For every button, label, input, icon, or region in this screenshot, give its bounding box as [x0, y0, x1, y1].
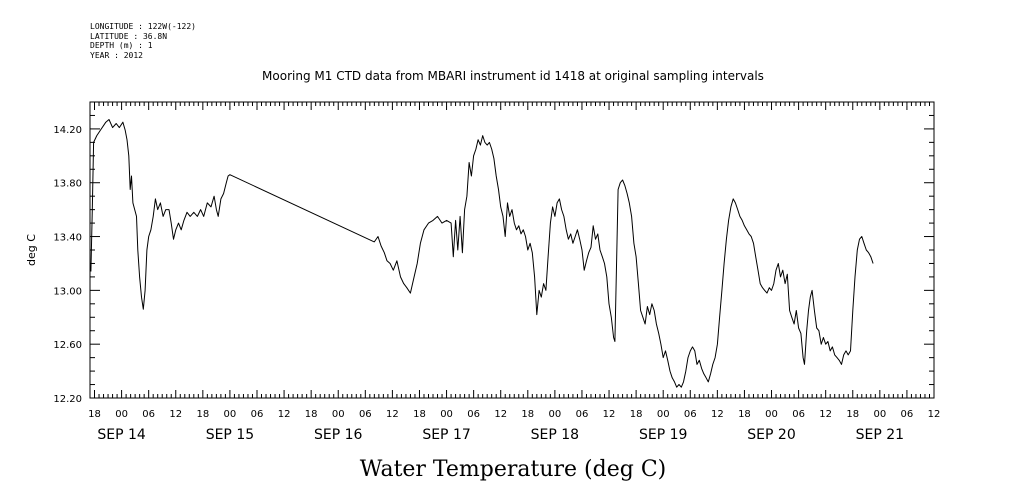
- x-tick-label: 12: [386, 409, 399, 420]
- x-tick-label: 18: [305, 409, 318, 420]
- x-tick-label: 12: [278, 409, 291, 420]
- series-line: [90, 119, 874, 388]
- x-tick-label: 12: [928, 409, 941, 420]
- x-tick-label: 06: [359, 409, 372, 420]
- y-tick-label: 13.80: [53, 179, 82, 190]
- x-tick-label: 18: [521, 409, 534, 420]
- x-tick-label: 00: [873, 409, 886, 420]
- x-tick-label: 12: [819, 409, 832, 420]
- x-date-label: SEP 19: [639, 427, 687, 443]
- chart-title: Mooring M1 CTD data from MBARI instrumen…: [262, 69, 764, 83]
- x-tick-label: 12: [603, 409, 616, 420]
- y-axis-label: deg C: [25, 234, 38, 266]
- year-label: YEAR : 2012: [90, 50, 143, 60]
- x-tick-label: 18: [196, 409, 209, 420]
- x-tick-label: 00: [332, 409, 345, 420]
- x-date-label: SEP 20: [747, 427, 795, 443]
- x-tick-label: 00: [224, 409, 237, 420]
- x-tick-label: 18: [630, 409, 643, 420]
- plot-frame: [89, 101, 935, 399]
- x-date-label: SEP 16: [314, 427, 363, 443]
- x-date-label: SEP 17: [422, 427, 470, 443]
- x-tick-label: 06: [792, 409, 805, 420]
- metadata-block: LONGITUDE : 122W(-122) LATITUDE : 36.8N …: [90, 22, 196, 60]
- y-tick-label: 13.40: [53, 233, 82, 244]
- y-tick-label: 14.20: [53, 125, 82, 136]
- x-axis: 18 00 06 12 18 00 06 12 18 00 06 12 18 00 06 12 18 00 06 12…: [88, 102, 940, 443]
- x-tick-label: 18: [413, 409, 426, 420]
- x-tick-label: 06: [467, 409, 480, 420]
- x-tick-label: 18: [738, 409, 751, 420]
- x-tick-label: 18: [88, 409, 101, 420]
- series-group: [90, 119, 874, 388]
- x-tick-label: 06: [576, 409, 589, 420]
- x-tick-label: 00: [657, 409, 670, 420]
- x-date-label: SEP 15: [206, 427, 254, 443]
- y-axis: 12.20 12.60 13.00 13.40 13.80 14.20: [53, 101, 934, 405]
- y-tick-label: 12.60: [53, 340, 82, 351]
- x-date-label: SEP 14: [97, 427, 146, 443]
- x-date-label: SEP 18: [531, 427, 579, 443]
- x-tick-label: 00: [440, 409, 453, 420]
- x-tick-label: 12: [169, 409, 182, 420]
- depth-label: DEPTH (m) : 1: [90, 41, 153, 50]
- x-tick-label: 06: [901, 409, 914, 420]
- x-tick-label: 00: [549, 409, 562, 420]
- x-tick-label: 06: [684, 409, 697, 420]
- x-date-label: SEP 21: [856, 427, 904, 443]
- x-tick-label: 12: [711, 409, 724, 420]
- y-tick-label: 13.00: [53, 286, 82, 297]
- x-tick-label: 18: [846, 409, 859, 420]
- x-axis-label: Water Temperature (deg C): [360, 457, 667, 482]
- x-tick-label: 06: [251, 409, 264, 420]
- x-tick-label: 00: [765, 409, 778, 420]
- y-tick-label: 12.20: [53, 394, 82, 405]
- x-tick-label: 06: [142, 409, 155, 420]
- x-tick-label: 00: [115, 409, 128, 420]
- longitude-label: LONGITUDE : 122W(-122): [90, 22, 196, 31]
- x-tick-label: 12: [494, 409, 507, 420]
- latitude-label: LATITUDE : 36.8N: [90, 31, 168, 41]
